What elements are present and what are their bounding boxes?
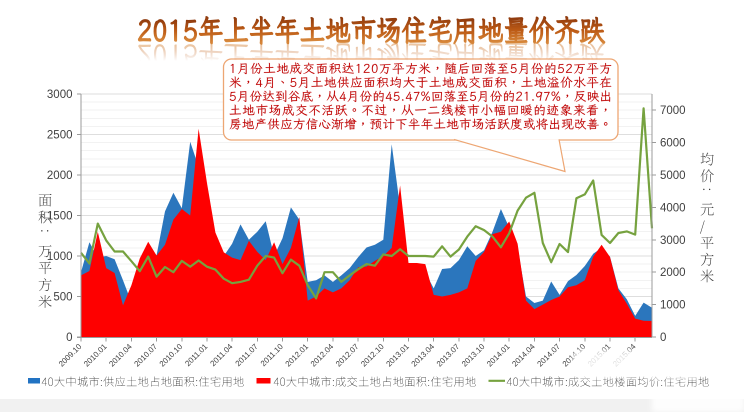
svg-text:2009.10: 2009.10	[57, 342, 84, 369]
svg-text:2000: 2000	[47, 170, 73, 182]
svg-text:2010.01: 2010.01	[82, 342, 109, 369]
svg-text:2011.01: 2011.01	[183, 342, 209, 368]
svg-text:5000: 5000	[660, 170, 686, 182]
svg-text:2012.07: 2012.07	[334, 342, 361, 369]
svg-text:3000: 3000	[47, 89, 73, 101]
svg-text:1000: 1000	[660, 300, 686, 312]
svg-text:500: 500	[53, 292, 72, 304]
svg-text:2010.07: 2010.07	[132, 342, 159, 369]
svg-text:2000: 2000	[660, 267, 686, 279]
svg-text:1500: 1500	[47, 211, 73, 223]
svg-text:2013.04: 2013.04	[410, 342, 437, 369]
svg-text:2014.04: 2014.04	[510, 342, 537, 369]
svg-text:2011.07: 2011.07	[234, 342, 260, 368]
svg-text:2013.10: 2013.10	[460, 342, 487, 369]
svg-text:2012.01: 2012.01	[284, 342, 311, 369]
svg-text:2011.04: 2011.04	[208, 342, 235, 369]
svg-text:3000: 3000	[660, 235, 686, 247]
svg-text:2010.10: 2010.10	[158, 342, 185, 369]
svg-text:7000: 7000	[660, 105, 686, 117]
svg-text:6000: 6000	[660, 138, 686, 150]
svg-text:0: 0	[660, 332, 666, 344]
svg-text:2014.07: 2014.07	[535, 342, 562, 369]
svg-text:2010.04: 2010.04	[107, 342, 134, 369]
svg-text:4000: 4000	[660, 202, 686, 214]
svg-text:1000: 1000	[47, 251, 73, 263]
svg-text:2012.04: 2012.04	[309, 342, 336, 369]
svg-text:2500: 2500	[47, 130, 73, 142]
svg-text:2014.01: 2014.01	[485, 342, 512, 369]
svg-text:2013.07: 2013.07	[435, 342, 462, 369]
svg-text:2011.10: 2011.10	[259, 342, 286, 369]
svg-text:0: 0	[66, 332, 72, 344]
svg-text:2013.01: 2013.01	[384, 342, 411, 369]
svg-text:2012.10: 2012.10	[359, 342, 386, 369]
